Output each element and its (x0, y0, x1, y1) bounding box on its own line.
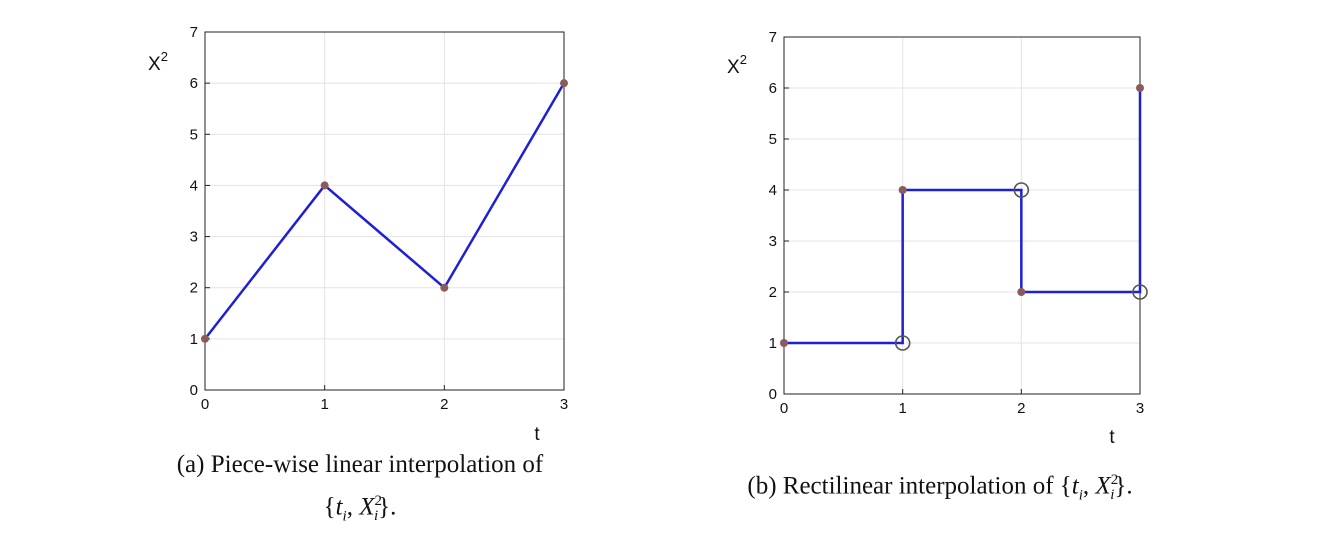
caption-a-x-sup: 2 (374, 493, 382, 509)
plot-a-axes-box (204, 31, 565, 391)
plot-b-data-point-0 (780, 339, 788, 347)
plot-a-xtick-label-2: 2 (440, 396, 448, 413)
plot-b-ytick-label-7: 7 (769, 29, 777, 46)
caption-b-set-close: }. (1114, 472, 1133, 500)
caption-a-prefix: (a) Piece-wise linear interpolation of (176, 451, 544, 478)
caption-a: (a) Piece-wise linear interpolation of {… (110, 447, 610, 534)
plot-b-ytick-label-6: 6 (769, 80, 777, 97)
plot-a: 0 1 2 3 0 1 2 3 4 5 6 7 X2 t (148, 24, 568, 445)
plot-b-ytick-label-3: 3 (769, 233, 777, 250)
plot-a-data-point-1 (320, 181, 329, 190)
plot-b-data-point-2 (1017, 288, 1026, 296)
plot-a-ytick-label-5: 5 (190, 126, 198, 143)
plot-b-ytick-label-2: 2 (769, 284, 777, 301)
plot-a-ytick-label-6: 6 (190, 75, 198, 92)
plot-a-xlabel: t (534, 424, 540, 445)
plot-a-ylabel-superscript: 2 (161, 49, 168, 64)
plot-b-ytick-label-1: 1 (769, 335, 777, 352)
plot-b-ytick-label-4: 4 (769, 182, 777, 199)
caption-b-set-open: { (1059, 472, 1072, 500)
caption-a-set-open: { (323, 493, 336, 521)
plot-a-xtick-label-1: 1 (320, 396, 328, 413)
plot-a-xtick-label-3: 3 (560, 396, 568, 413)
plot-b-xtick-label-1: 1 (898, 400, 906, 417)
caption-a-t-var: t (335, 493, 343, 521)
plot-a-ylabel: X2 (148, 49, 168, 75)
plot-b-open-marker-1 (1013, 182, 1030, 198)
caption-a-set-close: }. (378, 493, 397, 521)
caption-a-x-var: X (359, 493, 375, 521)
plot-b-xtick-label-2: 2 (1017, 400, 1025, 417)
caption-b-x-sub: i (1110, 487, 1115, 504)
plot-a-data-point-0 (201, 334, 209, 343)
plot-b-series-line-0 (784, 88, 1142, 345)
caption-a-t-sub: i (342, 508, 347, 525)
plot-a-ytick-label-2: 2 (190, 280, 198, 297)
plot-a-data-point-2 (440, 283, 449, 292)
plot-b-data-point-1 (898, 186, 907, 194)
plot-a-ytick-label-3: 3 (190, 229, 198, 246)
plot-b-background (784, 37, 1140, 394)
caption-b-x-sup: 2 (1110, 472, 1119, 488)
plot-b-ylabel-superscript: 2 (740, 52, 747, 67)
plot-a-background (205, 32, 564, 390)
plot-b-xtick-label-3: 3 (1136, 400, 1144, 417)
plot-a-ytick-label-0: 0 (190, 382, 198, 399)
plot-a-xtick-label-0: 0 (201, 396, 209, 413)
plot-b-open-marker-2 (1132, 284, 1148, 300)
caption-b-t-var: t (1071, 472, 1079, 500)
caption-b-t-sub: i (1078, 487, 1083, 504)
plot-b-data-point-3 (1136, 84, 1144, 92)
plot-b-xlabel: t (1109, 427, 1115, 448)
caption-b: (b) Rectilinear interpolation of {ti, X2… (660, 462, 1220, 513)
plot-b: 0 1 2 3 0 1 2 3 4 5 6 7 X2 t (727, 29, 1148, 448)
plot-a-ytick-label-7: 7 (190, 24, 198, 41)
plot-a-series-line-0 (204, 82, 566, 340)
plot-a-ytick-label-1: 1 (190, 331, 198, 348)
plot-b-ytick-label-0: 0 (769, 386, 777, 403)
caption-b-comma: , (1082, 472, 1096, 500)
plot-a-ytick-label-4: 4 (190, 177, 198, 194)
plot-b-xtick-label-0: 0 (780, 400, 788, 417)
plot-a-data-point-3 (560, 79, 568, 88)
plot-b-ytick-label-5: 5 (769, 131, 777, 148)
caption-b-prefix: (b) Rectilinear interpolation of (747, 472, 1054, 500)
caption-a-x-sub: i (373, 508, 379, 525)
caption-a-comma: , (346, 493, 360, 521)
plot-b-open-marker-0 (894, 335, 911, 351)
caption-b-x-var: X (1095, 472, 1111, 500)
plot-b-ylabel: X2 (727, 52, 747, 78)
